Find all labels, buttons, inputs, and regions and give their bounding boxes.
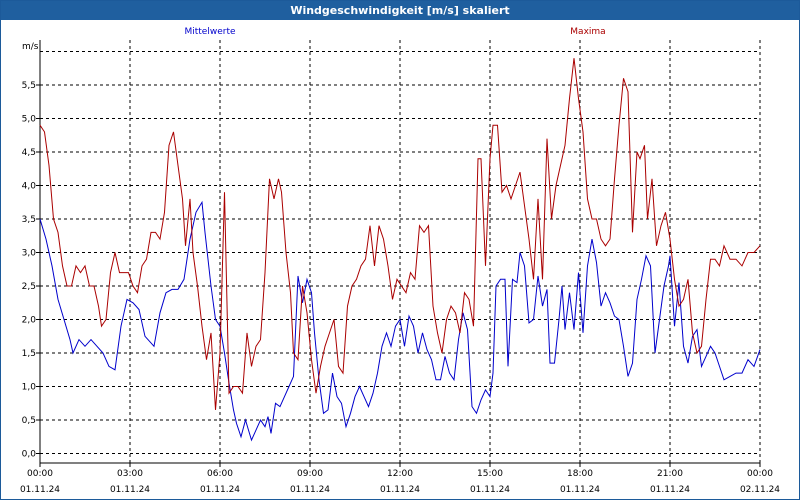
x-tick-time: 21:00 <box>657 469 683 479</box>
y-tick-label: 0,0 <box>22 450 37 460</box>
x-tick-time: 00:00 <box>747 469 773 479</box>
y-tick-label: 4,5 <box>22 148 36 158</box>
y-axis-label: m/s <box>22 42 39 52</box>
series-mittelwerte-line <box>39 200 761 442</box>
x-tick-time: 12:00 <box>387 469 413 479</box>
y-tick-label: 2,5 <box>22 282 36 292</box>
y-tick-label: 4,0 <box>22 182 37 192</box>
x-tick-date: 01.11.24 <box>470 485 510 495</box>
x-tick-time: 15:00 <box>477 469 503 479</box>
x-tick-time: 09:00 <box>297 469 323 479</box>
x-tick-date: 01.11.24 <box>20 485 60 495</box>
x-tick-time: 00:00 <box>27 469 53 479</box>
chart-title: Windgeschwindigkeit [m/s] skaliert <box>1 1 799 20</box>
x-tick-time: 06:00 <box>207 469 233 479</box>
x-tick-date: 02.11.24 <box>740 485 780 495</box>
series-maxima-line <box>39 58 761 410</box>
x-tick-time: 03:00 <box>117 469 143 479</box>
x-tick-time: 18:00 <box>567 469 593 479</box>
y-tick-label: 5,0 <box>22 115 37 125</box>
x-tick-date: 01.11.24 <box>290 485 330 495</box>
x-tick-date: 01.11.24 <box>200 485 240 495</box>
legend-maxima: Maxima <box>570 27 605 37</box>
legend-mittelwerte: Mittelwerte <box>184 27 235 37</box>
y-tick-label: 3,0 <box>22 249 37 259</box>
y-tick-label: 2,0 <box>22 316 37 326</box>
y-tick-label: 3,5 <box>22 215 36 225</box>
y-tick-label: 1,0 <box>22 383 37 393</box>
y-tick-label: 1,5 <box>22 349 36 359</box>
x-tick-date: 01.11.24 <box>560 485 600 495</box>
y-tick-label: 0,5 <box>22 416 36 426</box>
x-tick-date: 01.11.24 <box>650 485 690 495</box>
x-tick-date: 01.11.24 <box>110 485 150 495</box>
x-tick-date: 01.11.24 <box>380 485 420 495</box>
y-tick-label: 5,5 <box>22 81 36 91</box>
